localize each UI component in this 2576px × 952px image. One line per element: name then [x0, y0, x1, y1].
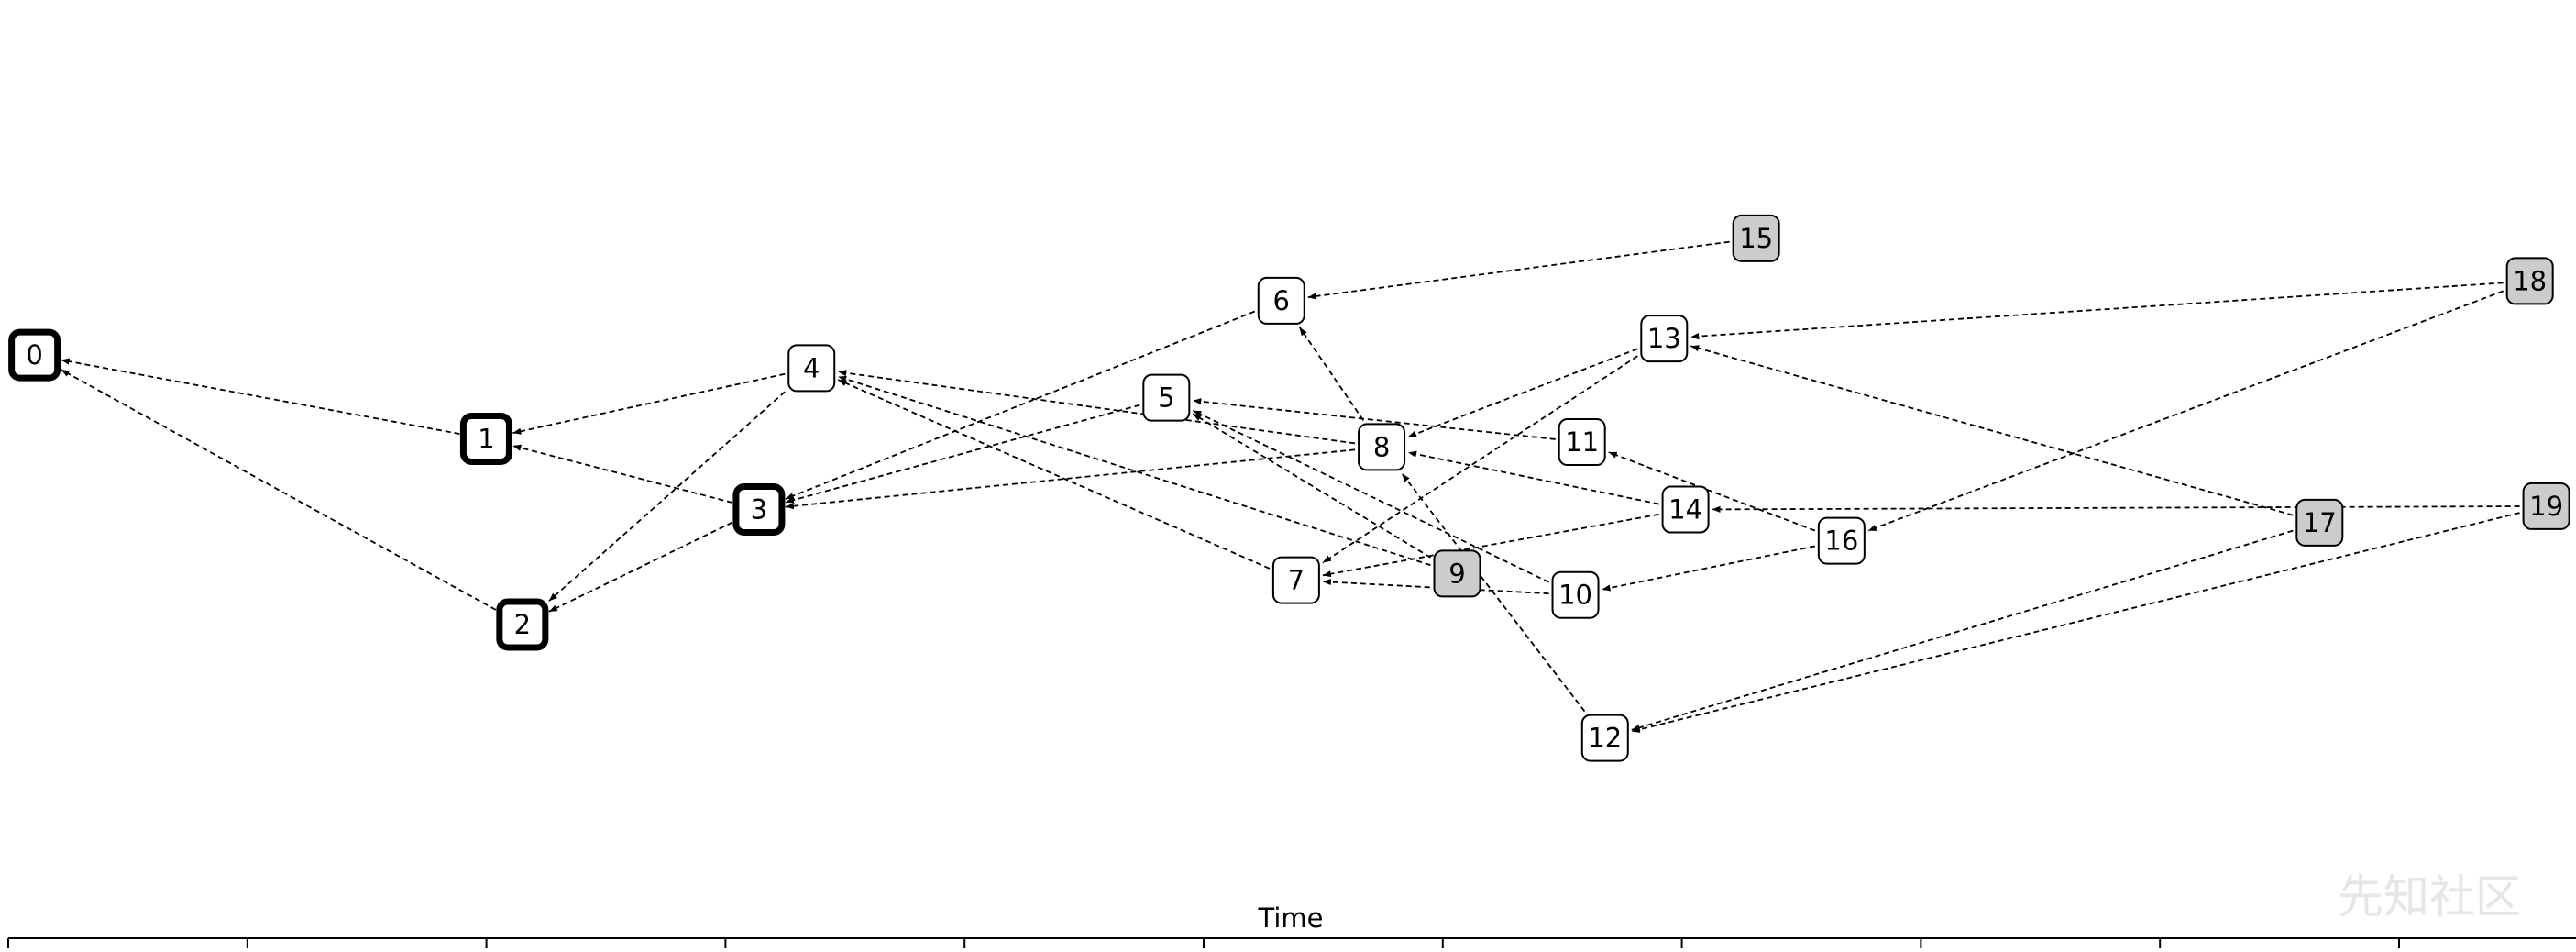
axis-label: Time: [1258, 902, 1324, 934]
node-label: 14: [1668, 494, 1702, 526]
node-label: 5: [1158, 382, 1174, 414]
edge: [1322, 513, 1659, 578]
edge: [837, 379, 1271, 570]
node-label: 10: [1558, 580, 1592, 611]
node-label: 2: [514, 609, 531, 640]
node-label: 0: [26, 339, 42, 371]
edge: [1631, 512, 2520, 733]
edge: [1322, 355, 1638, 564]
edge: [837, 375, 1431, 567]
node-label: 4: [803, 352, 820, 383]
edge: [1192, 413, 1431, 559]
node-box: [8, 328, 61, 382]
node-box: [1358, 423, 1406, 471]
node-label: 12: [1588, 723, 1622, 754]
node-box: [732, 483, 786, 537]
edge: [61, 358, 460, 435]
node-label: 15: [1739, 223, 1773, 254]
edge: [1867, 290, 2504, 532]
node-label: 3: [751, 494, 767, 526]
edge: [1192, 409, 1549, 583]
node-label: 11: [1565, 426, 1599, 458]
node-box: [787, 344, 836, 393]
edge: [548, 391, 786, 602]
edge: [785, 448, 1356, 510]
edge: [512, 444, 733, 504]
edge: [1690, 345, 2294, 516]
node-box: [2505, 257, 2554, 305]
watermark: 先知社区: [2338, 870, 2521, 924]
edge: [785, 404, 1140, 504]
edge: [512, 372, 786, 435]
node-label: 13: [1647, 323, 1681, 354]
node-label: 16: [1824, 526, 1858, 557]
node-box: [459, 412, 512, 465]
node-label: 6: [1273, 285, 1290, 316]
node-label: 9: [1448, 558, 1465, 589]
node-box: [1732, 214, 1780, 262]
node-box: [496, 598, 549, 651]
node-box: [1580, 714, 1629, 762]
node-box: [1640, 315, 1689, 363]
edge: [838, 370, 1356, 445]
edge: [1407, 348, 1638, 438]
node-box: [1271, 556, 1320, 604]
edge: [1407, 450, 1659, 505]
node-label: 1: [478, 423, 494, 454]
node-box: [1558, 418, 1606, 467]
edge: [1298, 327, 1364, 421]
edge: [1307, 240, 1730, 300]
axis-ticks: [7, 938, 2400, 948]
node-label: 8: [1373, 431, 1390, 462]
node-box: [1257, 276, 1305, 325]
node-box: [1142, 373, 1191, 422]
edge: [1631, 529, 2294, 731]
edge: [1712, 505, 2520, 513]
node-box: [1817, 516, 1866, 565]
node-label: 17: [2303, 507, 2337, 538]
node-label: 18: [2513, 265, 2547, 296]
edge: [1690, 282, 2504, 340]
edge: [61, 369, 497, 611]
edge: [785, 310, 1256, 500]
node-label: 19: [2529, 491, 2563, 522]
edge: [548, 521, 733, 613]
node-box: [2522, 482, 2570, 530]
edge: [1401, 472, 1586, 713]
node-label: 7: [1288, 565, 1305, 596]
node-box: [2295, 498, 2344, 547]
node-box: [1661, 485, 1710, 534]
node-box: [1551, 570, 1600, 619]
edge: [1193, 398, 1556, 440]
edge: [1602, 545, 1816, 592]
edge: [1608, 451, 1816, 532]
node-box: [1433, 549, 1481, 598]
